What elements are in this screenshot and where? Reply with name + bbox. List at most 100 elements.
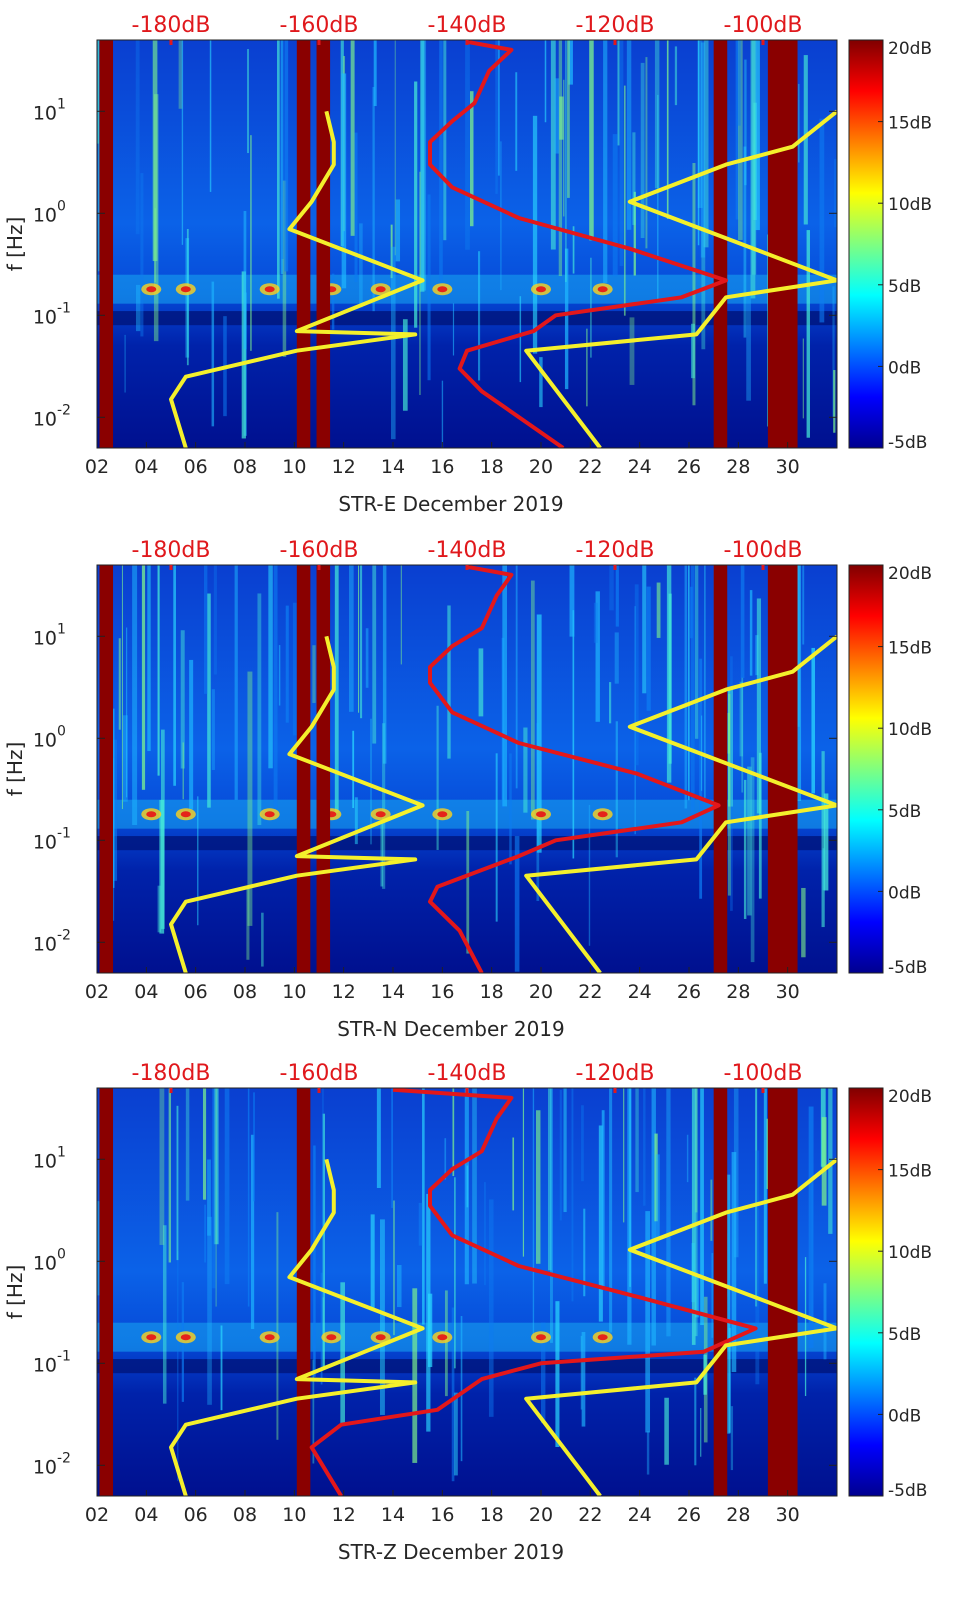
spectrogram-streak: [668, 593, 672, 764]
x-tick-label: 26: [677, 1504, 701, 1526]
spectrogram-streak: [726, 1174, 731, 1434]
spectrogram-streak: [382, 565, 387, 764]
spectrogram-streak: [614, 632, 619, 684]
x-tick-label: 24: [628, 981, 652, 1003]
spectrogram-streak: [559, 96, 564, 140]
spectrogram-streak: [642, 565, 647, 694]
spectrogram-streak: [213, 565, 217, 675]
spectrogram-streak: [515, 72, 518, 171]
y-tick-label-base: 10: [33, 408, 57, 430]
spectrogram-streak: [821, 751, 825, 928]
spectrogram-hotspot-core: [536, 286, 546, 293]
spectrogram-streak: [98, 40, 100, 272]
spectrogram-streak: [563, 1088, 567, 1213]
spectrogram-streak: [211, 689, 215, 770]
dark-band: [97, 311, 837, 326]
spectrogram-streak: [454, 1392, 458, 1476]
spectrogram-streak: [402, 319, 408, 411]
spectrogram-streak: [331, 273, 335, 330]
spectrogram-streak: [832, 286, 835, 418]
spectrogram-streak: [572, 610, 575, 859]
y-tick-label-exponent: -2: [57, 927, 71, 943]
spectrogram-streak: [694, 1088, 698, 1337]
spectrogram-streak: [580, 1335, 583, 1410]
colorbar: [848, 564, 884, 974]
x-tick-label: 06: [184, 1504, 208, 1526]
colorbar-tick-label: -5dB: [888, 433, 927, 453]
spectrogram-hotspot-core: [146, 1334, 157, 1341]
spectrogram-streak: [185, 238, 190, 358]
spectrogram-streak: [629, 317, 635, 385]
spectrogram-streak: [691, 1088, 696, 1345]
top-db-label: -160dB: [280, 538, 359, 563]
spectrogram-streak: [612, 134, 618, 277]
spectrogram-streak: [379, 1219, 385, 1415]
spectrogram-streak: [645, 1211, 651, 1433]
x-tick-label: 14: [381, 1504, 405, 1526]
spectrogram-streak: [157, 565, 160, 776]
spectrogram-streak: [811, 647, 816, 794]
x-axis-title: STR-E December 2019: [338, 492, 563, 516]
spectrogram-streak: [162, 1225, 167, 1404]
x-tick-label: 30: [776, 456, 800, 478]
spectrogram-streak: [633, 191, 636, 276]
top-db-label: -100dB: [724, 1061, 803, 1086]
spectrogram-streak: [412, 1288, 418, 1463]
spectrogram-streak: [373, 40, 377, 107]
colorbar-tick-label: -5dB: [888, 958, 927, 978]
spectrogram-streak: [634, 606, 636, 835]
y-axis-title: f [Hz]: [3, 217, 27, 272]
spectrogram-hotspot-core: [146, 811, 157, 818]
spectrogram-streak: [802, 565, 805, 645]
spectrogram-streak: [547, 1088, 552, 1271]
top-db-label: -120dB: [576, 1061, 655, 1086]
saturated-day-band: [767, 40, 798, 448]
spectrogram-hotspot-core: [536, 811, 546, 818]
spectrogram-hotspot-core: [375, 1334, 386, 1341]
spectrogram-streak: [284, 40, 289, 272]
top-db-label: -100dB: [724, 538, 803, 563]
spectrogram-streak: [261, 912, 264, 967]
spectrogram-streak: [400, 565, 402, 665]
saturated-day-band: [296, 40, 311, 448]
x-tick-label: 28: [726, 981, 750, 1003]
spectrogram-streak: [414, 81, 418, 328]
spectrogram-streak: [268, 565, 273, 769]
colorbar-tick-label: 5dB: [888, 802, 921, 822]
spectrogram-streak: [278, 645, 281, 706]
dark-band: [97, 1359, 837, 1374]
spectrogram-streak: [176, 1105, 179, 1261]
spectrogram-streak: [692, 163, 696, 406]
spectrogram-hotspot-core: [264, 286, 275, 293]
spectrogram-streak: [654, 1133, 658, 1222]
spectrogram-streak: [502, 565, 507, 807]
spectrogram-streak: [97, 40, 99, 144]
spectrogram-streak: [509, 753, 512, 865]
spectrogram-streak: [277, 40, 280, 299]
y-tick-label-base: 10: [33, 102, 57, 124]
spectrogram-streak: [465, 40, 470, 250]
x-tick-label: 06: [184, 981, 208, 1003]
spectrogram-streak: [593, 602, 598, 643]
spectrogram-streak: [737, 40, 741, 126]
x-tick-label: 22: [578, 981, 602, 1003]
spectrogram-streak: [567, 40, 570, 198]
saturated-day-band: [99, 565, 114, 973]
red-model-curve: [309, 1088, 758, 1496]
x-tick-label: 08: [233, 981, 257, 1003]
spectrogram-streak: [441, 380, 444, 448]
spectrogram-streak: [643, 1088, 646, 1206]
spectrogram-streak: [735, 40, 739, 220]
top-db-label: -180dB: [132, 1061, 211, 1086]
spectrogram-streak: [646, 1431, 650, 1475]
spectrogram-streak: [833, 158, 837, 228]
x-axis-title: STR-Z December 2019: [338, 1540, 564, 1564]
spectrogram-streak: [173, 565, 176, 786]
x-tick-label: 18: [480, 981, 504, 1003]
spectrogram-streak: [322, 1088, 324, 1298]
saturated-day-band: [767, 565, 798, 973]
spectrogram-streak: [247, 49, 249, 154]
x-tick-label: 24: [628, 1504, 652, 1526]
